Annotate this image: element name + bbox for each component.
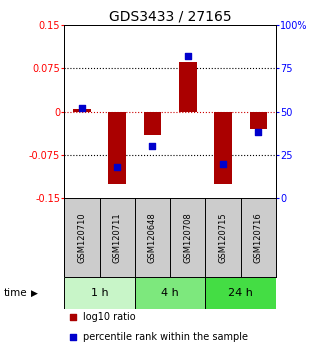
Bar	[135, 278, 205, 309]
Text: GSM120716: GSM120716	[254, 213, 263, 263]
Text: 1 h: 1 h	[91, 288, 108, 298]
Text: ▶: ▶	[30, 289, 37, 298]
Text: 4 h: 4 h	[161, 288, 179, 298]
Bar	[143, 112, 161, 135]
Bar	[64, 278, 135, 309]
Point	[221, 161, 226, 167]
Bar	[108, 112, 126, 184]
Point	[70, 335, 75, 340]
Point	[185, 53, 190, 59]
Title: GDS3433 / 27165: GDS3433 / 27165	[109, 10, 231, 24]
Point	[70, 314, 75, 320]
Text: 24 h: 24 h	[228, 288, 253, 298]
Point	[115, 164, 120, 170]
Text: GSM120708: GSM120708	[183, 213, 192, 263]
Bar	[214, 112, 232, 184]
Text: GSM120710: GSM120710	[77, 213, 86, 263]
Text: log10 ratio: log10 ratio	[83, 312, 136, 322]
Text: GSM120715: GSM120715	[219, 213, 228, 263]
Point	[150, 143, 155, 149]
Text: time: time	[3, 288, 27, 298]
Bar	[179, 62, 196, 112]
Text: GSM120648: GSM120648	[148, 213, 157, 263]
Bar	[73, 109, 91, 112]
Text: percentile rank within the sample: percentile rank within the sample	[83, 332, 248, 342]
Bar	[205, 278, 276, 309]
Point	[79, 105, 84, 111]
Text: GSM120711: GSM120711	[113, 213, 122, 263]
Bar	[249, 112, 267, 129]
Point	[256, 130, 261, 135]
